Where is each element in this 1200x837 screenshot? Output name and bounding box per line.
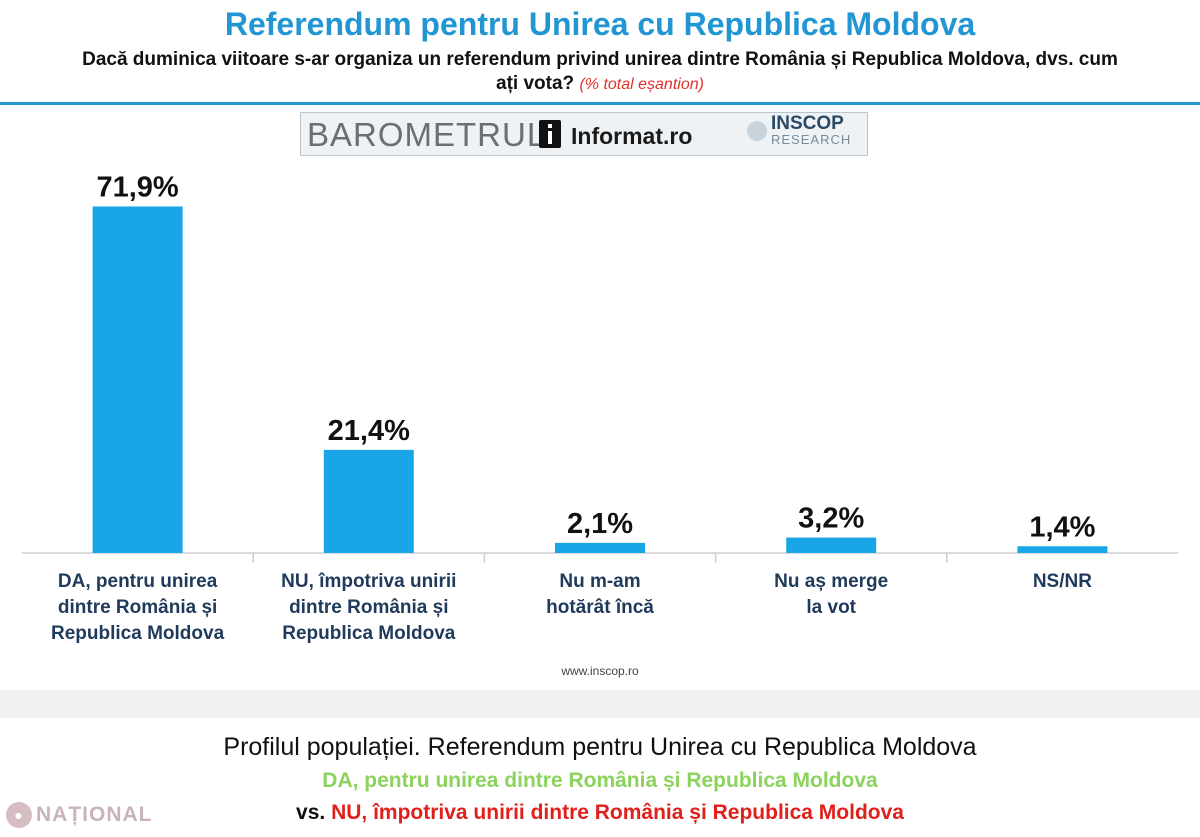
category-label: dintre România și [289, 597, 448, 618]
category-label: Republica Moldova [282, 623, 456, 644]
vs-label: vs. [296, 801, 326, 824]
national-watermark: ● NAȚIONAL [6, 800, 153, 830]
survey-question: Dacă duminica viitoare s-ar organiza un … [82, 49, 1118, 94]
national-logo-icon: ● [6, 802, 32, 828]
data-label: 3,2% [798, 503, 864, 535]
category-label: Nu m-am [559, 571, 640, 592]
informat-logo: Informat.ro [539, 120, 693, 149]
title-divider [0, 102, 1200, 105]
inscop-logo: INSCOP RESEARCH [771, 113, 852, 147]
informat-logo-text: Informat.ro [571, 123, 693, 149]
data-label: 1,4% [1029, 511, 1095, 543]
category-label: NU, împotriva unirii [281, 571, 456, 592]
chart-panel: Referendum pentru Unirea cu Republica Mo… [0, 6, 1200, 678]
watermark-text: NAȚIONAL [36, 803, 153, 826]
inscop-icon [747, 121, 767, 141]
chart-title: Referendum pentru Unirea cu Republica Mo… [224, 6, 976, 42]
category-label: Nu aș merge [774, 571, 888, 592]
bar [555, 542, 645, 553]
sample-note: (% total eșantion) [579, 76, 704, 93]
bar-chart: 71,9% DA, pentru unirea dintre România și R… [22, 171, 1178, 644]
bar [786, 537, 877, 553]
data-label: 71,9% [96, 171, 178, 203]
chart-subtitle: Dacă duminica viitoare s-ar organiza un … [80, 48, 1120, 97]
inscop-logo-text: INSCOP [771, 113, 844, 134]
category-label: Republica Moldova [51, 623, 225, 644]
data-label: 21,4% [328, 415, 410, 447]
category-label: NS/NR [1033, 571, 1092, 592]
barometrul-logo: BAROMETRUL [307, 116, 547, 153]
category-label: dintre România și [58, 597, 217, 618]
category-label: DA, pentru unirea [58, 571, 218, 592]
research-logo-text: RESEARCH [771, 132, 852, 147]
source-url: www.inscop.ro [561, 664, 639, 678]
profile-vs-line: vs. NU, împotriva unirii dintre România … [0, 801, 1200, 825]
bar [1017, 546, 1108, 553]
bar [92, 206, 183, 554]
separator-band [0, 690, 1200, 718]
category-label: la vot [806, 597, 856, 618]
category-label: hotărât încă [546, 597, 654, 618]
bar [323, 449, 414, 553]
sponsor-logo-banner: BAROMETRUL Informat.ro INSCOP RESEARCH [300, 112, 868, 156]
profile-da-line: DA, pentru unirea dintre România și Repu… [322, 769, 878, 792]
profile-title: Profilul populației. Referendum pentru U… [223, 733, 977, 761]
profile-nu-line: NU, împotriva unirii dintre România și R… [331, 801, 904, 824]
informat-i-icon [539, 120, 561, 148]
data-label: 2,1% [567, 508, 633, 540]
